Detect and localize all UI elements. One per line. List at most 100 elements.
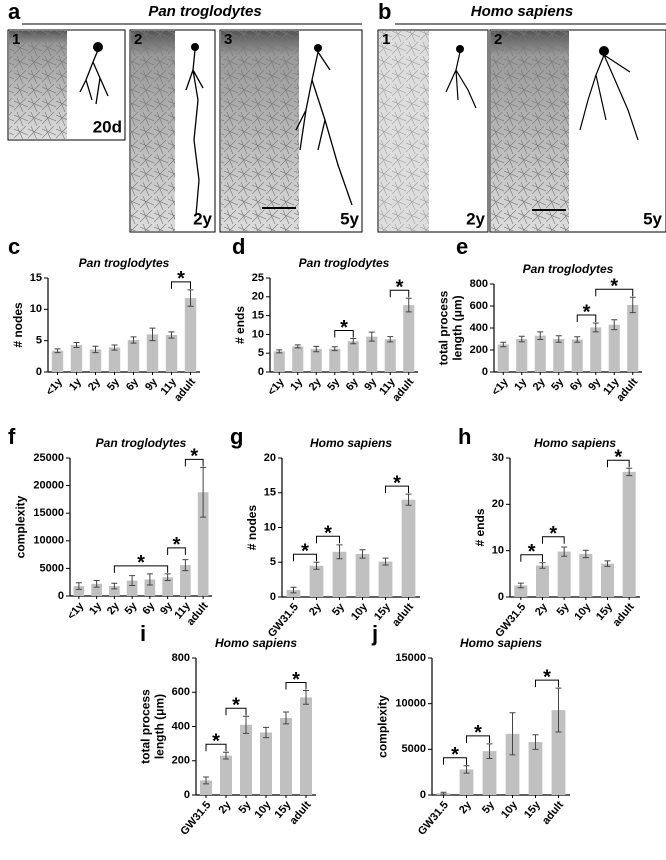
significance-bracket	[542, 536, 565, 544]
y-tick-label: 20	[492, 498, 504, 510]
error-bar	[130, 336, 137, 344]
error-bar	[517, 582, 524, 589]
y-tick-label: 0	[482, 366, 488, 378]
bar	[553, 339, 565, 372]
x-tick-label: 1y	[512, 375, 530, 393]
y-tick-label: 10	[492, 545, 504, 557]
x-tick-label: 5y	[480, 798, 498, 816]
error-bar	[187, 289, 194, 307]
y-tick-label: 0	[258, 366, 264, 378]
bar	[184, 298, 197, 372]
error-bar	[518, 335, 525, 343]
significance-bracket	[334, 330, 354, 338]
y-tick-label: 0	[270, 591, 276, 603]
x-tick-label: adult	[611, 601, 637, 629]
y-tick-label: 5	[270, 556, 276, 568]
x-tick-label: 5y	[330, 600, 348, 618]
y-axis-label: complexity	[376, 695, 390, 758]
bar	[292, 346, 304, 372]
panel-letter: f	[8, 424, 16, 449]
y-tick-label: 10000	[33, 535, 64, 547]
significance-bracket	[285, 682, 307, 690]
error-bar	[555, 335, 562, 343]
bar	[355, 553, 370, 597]
bar	[89, 349, 102, 372]
image-age: 5y	[643, 209, 662, 228]
bar	[70, 345, 83, 372]
significance-star: *	[610, 275, 618, 297]
y-tick-label: 30	[492, 452, 504, 464]
x-tick-label: adult	[185, 600, 211, 628]
significance-star: *	[232, 695, 240, 717]
error-bar	[146, 573, 153, 586]
error-bar	[313, 561, 320, 570]
panel-letter: g	[230, 424, 243, 449]
error-bar	[313, 345, 320, 353]
significance-bracket	[443, 757, 467, 765]
y-axis-label: # nodes	[11, 302, 25, 348]
y-tick-label: 5000	[40, 562, 64, 574]
x-tick-label: 6y	[124, 375, 142, 393]
error-bar	[582, 549, 589, 559]
significance-star: *	[614, 446, 622, 468]
micrograph	[219, 29, 363, 233]
y-axis-label: # nodes	[245, 505, 259, 551]
x-tick-label: adult	[172, 376, 198, 404]
significance-star: *	[324, 523, 332, 545]
x-tick-label: 10y	[349, 600, 371, 622]
y-tick-label: 600	[470, 300, 488, 312]
y-axis-label: # ends	[233, 306, 247, 344]
x-tick-label: 2y	[307, 600, 325, 618]
error-bar	[331, 346, 338, 352]
bar	[459, 769, 474, 795]
error-bar	[276, 349, 283, 354]
y-axis-label: complexity	[14, 495, 28, 558]
y-tick-label: 10	[264, 521, 276, 533]
bar	[590, 327, 602, 372]
panel-letter: c	[8, 234, 20, 259]
error-bar	[200, 466, 207, 518]
error-bar	[75, 582, 82, 590]
y-tick-label: 5	[258, 347, 264, 359]
x-tick-label: 5y	[123, 599, 141, 617]
error-bar	[555, 687, 562, 733]
panel-letter: a	[8, 0, 21, 24]
y-axis-label: length (μm)	[451, 295, 465, 360]
chart-title: Pan troglodytes	[79, 256, 170, 270]
image-number: 2	[494, 31, 502, 48]
bar	[51, 350, 64, 372]
y-tick-label: 25	[252, 272, 264, 284]
y-tick-label: 15000	[395, 652, 426, 664]
y-tick-label: 5	[36, 335, 42, 347]
x-tick-label: 10y	[572, 600, 594, 622]
error-bar	[149, 327, 156, 342]
error-bar	[350, 338, 357, 345]
panel-letter: i	[140, 621, 146, 646]
y-axis-label: # ends	[473, 508, 487, 546]
bar	[557, 551, 571, 597]
bar	[91, 583, 102, 596]
y-tick-label: 200	[470, 344, 488, 356]
bar	[482, 751, 497, 795]
error-bar	[336, 544, 343, 560]
error-bar	[368, 331, 375, 342]
image-number: 1	[382, 31, 390, 48]
significance-star: *	[474, 722, 482, 744]
y-tick-label: 0	[420, 789, 426, 801]
significance-star: *	[393, 472, 401, 494]
error-bar	[359, 549, 366, 559]
error-bar	[440, 791, 447, 795]
significance-star: *	[396, 277, 404, 299]
bar	[260, 732, 272, 795]
significance-bracket	[576, 314, 597, 323]
significance-bracket	[184, 458, 204, 467]
y-tick-label: 800	[470, 278, 488, 290]
significance-bracket	[225, 707, 247, 716]
x-tick-label: 2y	[86, 375, 104, 393]
image-number: 1	[12, 31, 20, 48]
chart-title: Pan troglodytes	[96, 436, 187, 450]
x-tick-label: 10y	[499, 798, 521, 820]
y-tick-label: 20	[252, 291, 264, 303]
bar	[571, 339, 583, 372]
error-bar	[92, 345, 99, 354]
